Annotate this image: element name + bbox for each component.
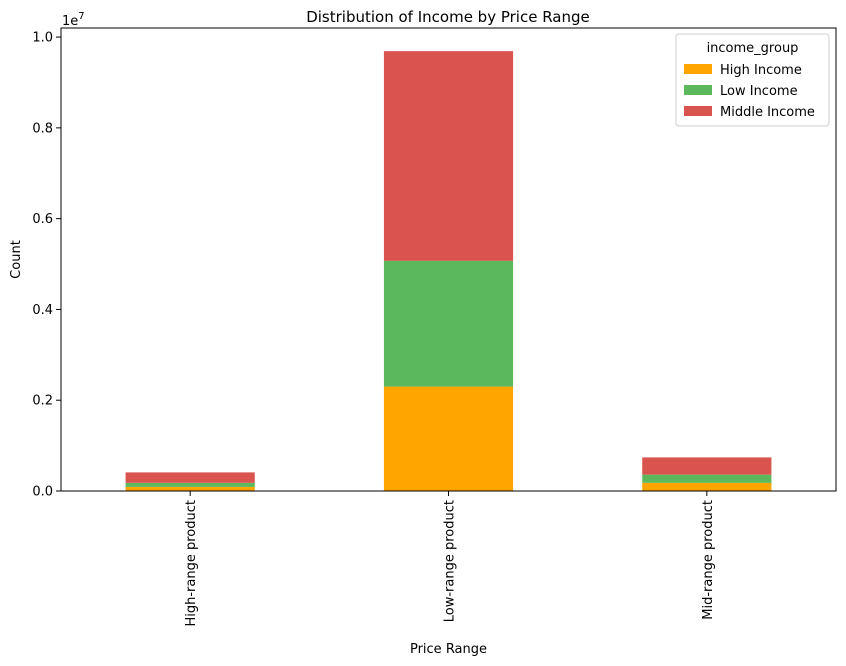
plot-area-frame xyxy=(60,27,837,492)
bar-low-range-product-low-income xyxy=(383,260,514,387)
bar-high-range-product-high-income xyxy=(125,486,255,491)
bars-group xyxy=(125,51,772,491)
bar-mid-range-product-middle-income xyxy=(642,457,772,475)
legend-title: income_group xyxy=(707,41,799,56)
x-axis: High-range product Low-range product Mid-r… xyxy=(184,491,716,627)
bar-low-range-product-high-income xyxy=(383,386,514,491)
bar-mid-range-product-high-income xyxy=(642,482,772,491)
x-tick-label: Mid-range product xyxy=(701,500,716,620)
y-tick-label: 0.6 xyxy=(32,212,53,227)
bar-mid-range-product-low-income xyxy=(642,474,772,483)
x-tick-label: Low-range product xyxy=(443,500,458,622)
legend-box xyxy=(675,33,830,127)
y-tick-label: 0.8 xyxy=(32,121,53,136)
legend-entry: High Income xyxy=(720,63,802,78)
bar-low-range-product-middle-income xyxy=(383,51,514,261)
x-tick-label: High-range product xyxy=(184,500,199,627)
legend-entry: Middle Income xyxy=(720,105,815,120)
legend: income_group High Income Low Income Middle … xyxy=(675,33,830,127)
legend-entry: Low Income xyxy=(720,84,798,99)
y-axis: 0.0 0.2 0.4 0.6 0.8 1.0 xyxy=(32,31,61,500)
chart-title: Distribution of Income by Price Range xyxy=(306,8,590,26)
bar-high-range-product-middle-income xyxy=(125,472,255,483)
y-tick-label: 0.4 xyxy=(32,303,53,318)
legend-swatch xyxy=(684,64,712,74)
x-axis-label: Price Range xyxy=(410,642,487,657)
y-axis-label: Count xyxy=(9,240,24,279)
y-axis-offset-text: 1e7 xyxy=(62,11,85,29)
y-tick-label: 0.2 xyxy=(32,394,53,409)
y-tick-label: 1.0 xyxy=(32,31,53,46)
bar-high-range-product-low-income xyxy=(125,482,255,487)
y-tick-label: 0.0 xyxy=(32,485,53,500)
legend-swatch xyxy=(684,85,712,95)
legend-swatch xyxy=(684,106,712,116)
